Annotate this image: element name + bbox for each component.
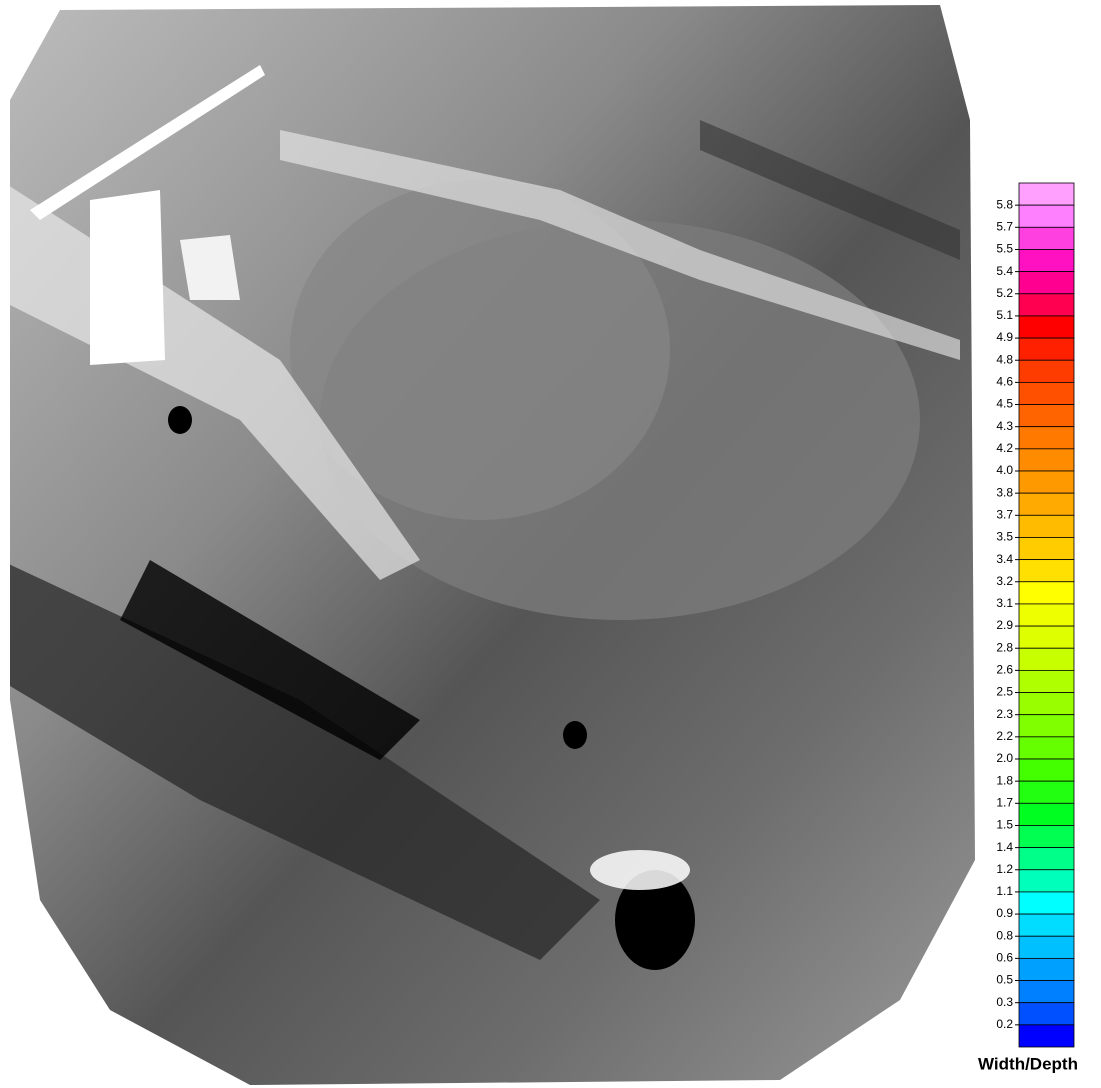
colorbar-tick-label: 0.9 [996, 906, 1013, 920]
colorbar-tick-label: 1.2 [996, 862, 1013, 876]
colorbar-tick-label: 3.5 [996, 530, 1013, 544]
terrain-image [0, 0, 980, 1088]
map-view: 5.8 5.7 5.5 5.4 5.2 5.1 4.9 4.8 4.6 4.5 4.3 4.2 4.0 3… [0, 0, 1101, 1088]
colorbar-tick-label: 0.6 [996, 951, 1013, 965]
colorbar-tick-label: 3.4 [996, 552, 1013, 566]
colorbar-swatch [1019, 626, 1074, 648]
colorbar-tick-label: 3.2 [996, 574, 1013, 588]
colorbar-swatch [1019, 449, 1074, 471]
colorbar-tick-label: 1.8 [996, 773, 1013, 787]
colorbar-swatch [1019, 848, 1074, 870]
colorbar-tick-label: 5.4 [996, 264, 1013, 278]
colorbar-tick-label: 4.3 [996, 419, 1013, 433]
colorbar-swatch [1019, 648, 1074, 670]
colorbar-tick-label: 0.5 [996, 973, 1013, 987]
colorbar-swatch [1019, 294, 1074, 316]
colorbar-tick-label: 1.7 [996, 795, 1013, 809]
colorbar-tick-label: 5.7 [996, 219, 1013, 233]
colorbar-swatch [1019, 227, 1074, 249]
colorbar-tick-label: 1.4 [996, 840, 1013, 854]
colorbar-tick-label: 3.8 [996, 485, 1013, 499]
colorbar-tick-label: 0.2 [996, 1017, 1013, 1031]
colorbar-swatch [1019, 249, 1074, 271]
colorbar-tick-label: 5.2 [996, 286, 1013, 300]
colorbar-swatch [1019, 205, 1074, 227]
colorbar-swatch [1019, 781, 1074, 803]
colorbar-tick-label: 4.5 [996, 397, 1013, 411]
colorbar-swatch [1019, 537, 1074, 559]
colorbar-swatch [1019, 693, 1074, 715]
colorbar-tick-label: 1.1 [996, 884, 1013, 898]
colorbar-swatch [1019, 471, 1074, 493]
colorbar-swatch [1019, 759, 1074, 781]
colorbar-swatch [1019, 582, 1074, 604]
colorbar-swatch [1019, 737, 1074, 759]
colorbar-tick-label: 3.1 [996, 596, 1013, 610]
colorbar-tick-label: 4.0 [996, 463, 1013, 477]
colorbar-tick-label: 0.8 [996, 928, 1013, 942]
colorbar-tick-label: 2.6 [996, 663, 1013, 677]
colorbar-swatch [1019, 914, 1074, 936]
colorbar-tick-label: 4.6 [996, 375, 1013, 389]
colorbar-swatch [1019, 360, 1074, 382]
colorbar-tick-label: 2.8 [996, 640, 1013, 654]
colorbar-tick-label: 2.9 [996, 618, 1013, 632]
colorbar-swatch [1019, 405, 1074, 427]
colorbar-swatch [1019, 981, 1074, 1003]
colorbar-swatch [1019, 958, 1074, 980]
colorbar-swatch [1019, 670, 1074, 692]
colorbar-swatch [1019, 493, 1074, 515]
colorbar-swatch [1019, 1003, 1074, 1025]
colorbar-swatch [1019, 427, 1074, 449]
colorbar-tick-label: 4.8 [996, 352, 1013, 366]
colorbar-swatch [1019, 560, 1074, 582]
colorbar-swatch [1019, 272, 1074, 294]
colorbar-tick-label: 2.3 [996, 707, 1013, 721]
colorbar-tick-label: 4.9 [996, 330, 1013, 344]
colorbar-swatch [1019, 1025, 1074, 1047]
colorbar-swatch [1019, 892, 1074, 914]
colorbar-tick-label: 2.0 [996, 751, 1013, 765]
colorbar-swatch [1019, 382, 1074, 404]
colorbar-title: Width/Depth [978, 1054, 1078, 1073]
colorbar-tick-label: 2.5 [996, 685, 1013, 699]
colorbar-swatch [1019, 803, 1074, 825]
colorbar-swatch [1019, 604, 1074, 626]
colorbar-tick-label: 0.3 [996, 995, 1013, 1009]
colorbar: 5.8 5.7 5.5 5.4 5.2 5.1 4.9 4.8 4.6 4.5 4.3 4.2 4.0 3… [996, 183, 1074, 1047]
colorbar-tick-label: 3.7 [996, 507, 1013, 521]
colorbar-tick-label: 4.2 [996, 441, 1013, 455]
colorbar-tick-label: 1.5 [996, 818, 1013, 832]
colorbar-tick-label: 5.5 [996, 242, 1013, 256]
colorbar-tick-label: 5.8 [996, 197, 1013, 211]
colorbar-swatch [1019, 338, 1074, 360]
colorbar-tick-label: 2.2 [996, 729, 1013, 743]
colorbar-swatch [1019, 870, 1074, 892]
colorbar-swatch [1019, 515, 1074, 537]
colorbar-swatch [1019, 183, 1074, 205]
colorbar-swatch [1019, 936, 1074, 958]
colorbar-swatch [1019, 715, 1074, 737]
colorbar-swatch [1019, 316, 1074, 338]
colorbar-tick-label: 5.1 [996, 308, 1013, 322]
colorbar-swatch [1019, 825, 1074, 847]
